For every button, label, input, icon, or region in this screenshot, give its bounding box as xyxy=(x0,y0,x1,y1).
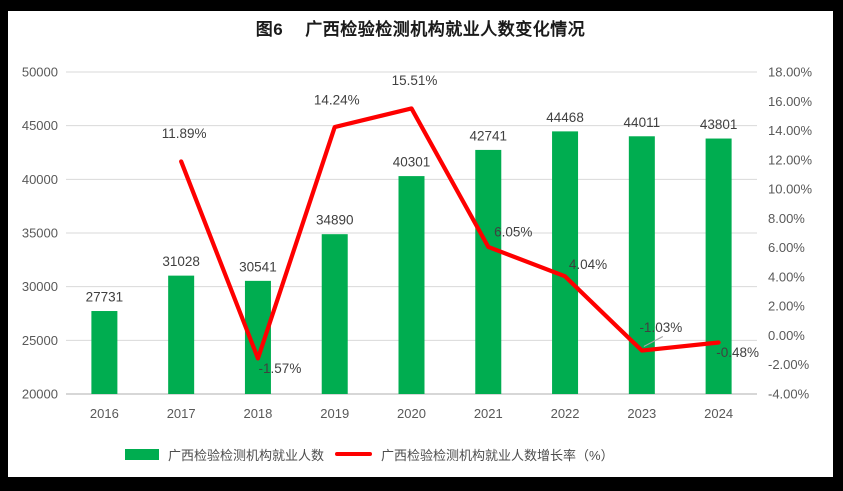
x-axis-category-label: 2023 xyxy=(627,406,656,421)
bar-value-label: 44468 xyxy=(546,110,584,125)
x-axis-category-label: 2019 xyxy=(320,406,349,421)
growth-rate-line xyxy=(179,106,721,361)
legend-label-growth-rate: 广西检验检测机构就业人数增长率（%） xyxy=(381,447,614,463)
legend-label-employment: 广西检验检测机构就业人数 xyxy=(168,447,325,463)
right-axis-tick-label: 16.00% xyxy=(768,94,813,109)
right-axis-tick-label: 8.00% xyxy=(768,211,805,226)
x-axis-category-label: 2018 xyxy=(243,406,272,421)
line-point-label: -1.57% xyxy=(259,361,302,376)
right-axis-tick-label: -4.00% xyxy=(768,387,810,402)
label-leader-line xyxy=(643,335,664,348)
right-axis-tick-label: 2.00% xyxy=(768,299,805,314)
line-point-label: 15.51% xyxy=(392,73,438,88)
bar-2021 xyxy=(475,149,502,394)
left-axis-tick-label: 50000 xyxy=(22,65,58,80)
bar-2022 xyxy=(552,131,579,394)
right-axis-tick-label: 4.00% xyxy=(768,269,805,284)
line-point-label: 14.24% xyxy=(314,93,360,108)
bar-value-label: 40301 xyxy=(393,155,431,170)
bar-2023 xyxy=(628,136,655,395)
left-axis-tick-label: 25000 xyxy=(22,333,58,348)
bar-value-label: 43801 xyxy=(700,117,738,132)
line-point-label: -0.48% xyxy=(716,345,759,360)
bar-2024 xyxy=(705,138,732,394)
line-point-label: 11.89% xyxy=(162,126,207,141)
bar-value-label: 31028 xyxy=(162,254,200,269)
right-axis-tick-label: 0.00% xyxy=(768,328,805,343)
bar-value-label: 27731 xyxy=(86,290,124,305)
left-axis-tick-label: 30000 xyxy=(22,279,58,294)
line-point-label: 6.05% xyxy=(494,224,532,239)
left-axis-tick-label: 40000 xyxy=(22,172,58,187)
x-axis-category-label: 2016 xyxy=(90,406,119,421)
bar-value-label: 30541 xyxy=(239,259,277,274)
left-axis-tick-label: 45000 xyxy=(22,118,58,133)
bar-value-label: 34890 xyxy=(316,213,354,228)
bar-2016 xyxy=(91,311,118,394)
right-axis-tick-label: 14.00% xyxy=(768,123,813,138)
x-axis-category-label: 2021 xyxy=(474,406,503,421)
bar-2020 xyxy=(398,176,425,394)
x-axis-category-label: 2020 xyxy=(397,406,426,421)
legend-bar-swatch xyxy=(125,448,159,460)
line-point-label: -1.03% xyxy=(639,320,682,335)
bar-value-label: 44011 xyxy=(624,115,661,130)
chart-title-prefix: 图6 xyxy=(255,20,284,39)
right-axis-tick-label: 6.00% xyxy=(768,240,805,255)
right-axis-tick-label: -2.00% xyxy=(768,357,810,372)
bar-2019 xyxy=(321,234,348,394)
legend-line-swatch xyxy=(335,452,373,456)
bar-value-label: 42741 xyxy=(470,128,508,143)
x-axis-category-label: 2022 xyxy=(551,406,580,421)
chart-title-text: 广西检验检测机构就业人数变化情况 xyxy=(305,20,586,39)
right-axis-tick-label: 10.00% xyxy=(768,182,813,197)
x-axis-category-label: 2024 xyxy=(704,406,733,421)
left-axis-tick-label: 20000 xyxy=(22,387,58,402)
bar-2017 xyxy=(168,275,195,394)
chart-title: 图6 广西检验检测机构就业人数变化情况 xyxy=(8,15,833,40)
chart-legend: 广西检验检测机构就业人数 广西检验检测机构就业人数增长率（%） xyxy=(125,445,614,463)
left-axis-tick-label: 35000 xyxy=(22,226,58,241)
right-axis-tick-label: 18.00% xyxy=(768,65,813,80)
line-point-label: 4.04% xyxy=(569,257,607,272)
x-axis-category-label: 2017 xyxy=(167,406,196,421)
right-axis-tick-label: 12.00% xyxy=(768,152,813,167)
